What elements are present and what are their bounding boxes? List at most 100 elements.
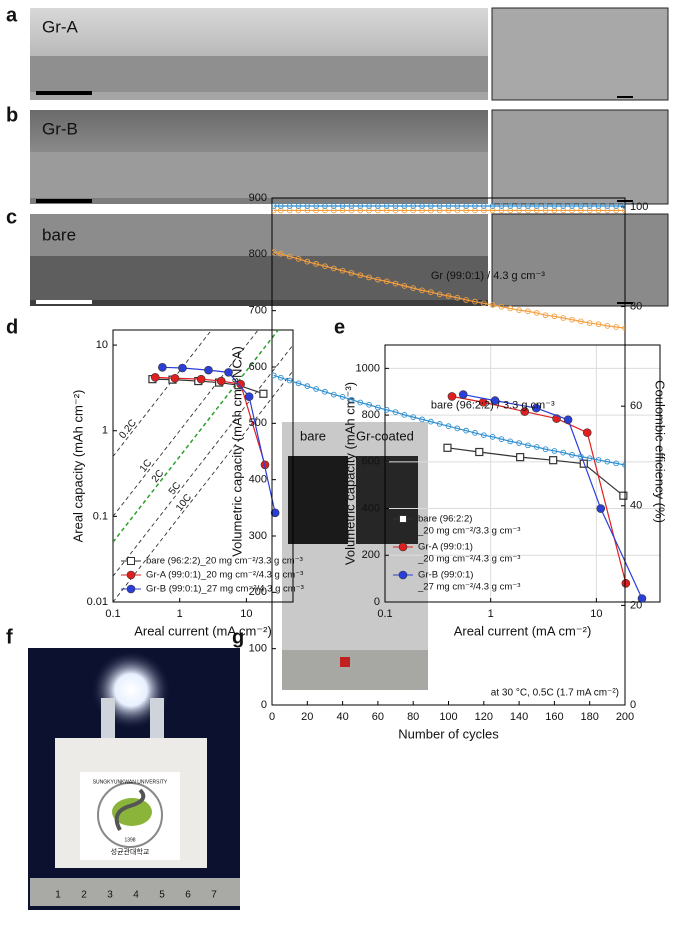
y-axis-label: Volumetric capacity (mAh cm⁻³)	[342, 382, 357, 565]
y-axis-label: Volumetric capacity (mAh cm⁻³NCA)	[229, 346, 244, 557]
marker	[375, 276, 381, 283]
marker	[339, 203, 346, 209]
marker	[569, 203, 575, 209]
y-tick-label: 900	[249, 192, 267, 204]
marker	[304, 258, 311, 265]
marker	[507, 203, 514, 209]
marker	[313, 261, 319, 267]
y-tick-label: 10	[96, 339, 108, 351]
marker	[410, 285, 417, 291]
series-line	[273, 251, 625, 329]
marker	[375, 404, 381, 411]
series-line	[447, 447, 624, 497]
marker	[569, 452, 575, 458]
marker	[158, 363, 167, 372]
panel-label: d	[6, 316, 18, 338]
marker	[236, 379, 245, 389]
marker	[621, 579, 631, 588]
sem-label: Gr-B	[42, 119, 78, 138]
panel-label: c	[6, 206, 17, 228]
marker	[622, 462, 625, 468]
marker	[586, 203, 593, 209]
marker	[507, 305, 514, 312]
marker	[244, 392, 254, 401]
marker	[604, 203, 611, 209]
series-line	[451, 395, 627, 584]
marker	[224, 368, 233, 377]
marker	[549, 456, 558, 465]
ruler-number: 5	[159, 890, 165, 901]
rate-label: 5C	[167, 480, 184, 497]
sem-image: Gr-B	[30, 109, 669, 205]
rate-label: 10C	[174, 492, 194, 513]
legend-label: bare (96:2:2)	[418, 514, 472, 525]
marker	[383, 278, 390, 285]
marker	[286, 253, 293, 260]
x-tick-label: 0.1	[377, 608, 392, 620]
marker	[480, 203, 487, 209]
marker	[392, 409, 399, 415]
y-tick-label: 400	[249, 474, 267, 486]
marker	[516, 440, 522, 446]
plot-frame	[384, 344, 661, 603]
y-tick-label: 500	[249, 417, 267, 429]
legend-marker	[398, 542, 408, 552]
marker	[525, 203, 531, 209]
marker	[563, 415, 573, 425]
marker	[277, 374, 284, 381]
x-tick-label: 200	[616, 711, 634, 723]
marker	[428, 418, 434, 425]
x-axis-label: Areal current (mA cm⁻²)	[454, 623, 592, 638]
legend-note: _20 mg cm⁻²/3.3 g cm⁻³	[417, 526, 520, 537]
marker	[463, 427, 470, 434]
logo-text: SUNGKYUNKWAN UNIVERSITY	[93, 779, 168, 785]
marker	[295, 203, 302, 209]
inset-photo: bare Gr-coated	[282, 422, 428, 690]
marker	[277, 250, 284, 257]
ruler-number: 3	[107, 890, 113, 901]
marker	[447, 392, 457, 401]
marker	[401, 412, 408, 418]
marker	[348, 203, 355, 209]
marker	[295, 255, 302, 262]
marker	[463, 297, 470, 303]
y-tick-label: 0	[261, 699, 267, 711]
sem-label: Gr-A	[42, 17, 79, 36]
marker	[436, 421, 443, 427]
inset-label: bare	[300, 428, 326, 443]
marker	[410, 414, 417, 420]
marker	[542, 203, 549, 209]
marker	[578, 453, 584, 460]
marker	[150, 373, 160, 382]
x-tick-label: 80	[407, 711, 419, 723]
marker	[489, 302, 496, 308]
marker	[578, 318, 584, 325]
legend-label: bare (96:2:2)_20 mg cm⁻²/3.3 g cm⁻³	[146, 556, 303, 567]
y2-tick-label: 0	[630, 699, 636, 711]
panel-label: b	[6, 104, 18, 126]
y-tick-label: 200	[249, 586, 267, 598]
marker	[560, 449, 567, 456]
series-group	[272, 203, 625, 468]
marker	[304, 383, 311, 390]
marker	[596, 504, 606, 513]
series-line	[273, 374, 625, 466]
panel-label: e	[334, 316, 345, 338]
chart: 0 20 40 60 80 100 120 140 160 180 2000100200300400…	[229, 192, 667, 742]
marker	[366, 274, 372, 281]
photo: SUNGKYUNKWAN UNIVERSITY 1398 성균관대학교	[28, 648, 240, 910]
x-tick-label: 0.1	[105, 608, 120, 620]
marker	[322, 263, 328, 270]
legend-label: Gr-A (99:0:1)_20 mg cm⁻²/4.3 g cm⁻³	[146, 570, 303, 581]
y-tick-label: 700	[249, 305, 267, 317]
marker	[490, 396, 500, 405]
y-tick-label: 1	[102, 425, 108, 437]
panel-label: f	[6, 626, 13, 648]
marker	[270, 508, 280, 518]
x-tick-label: 10	[240, 608, 252, 620]
y-tick-label: 600	[249, 361, 267, 373]
marker	[272, 249, 277, 255]
marker	[401, 203, 408, 209]
